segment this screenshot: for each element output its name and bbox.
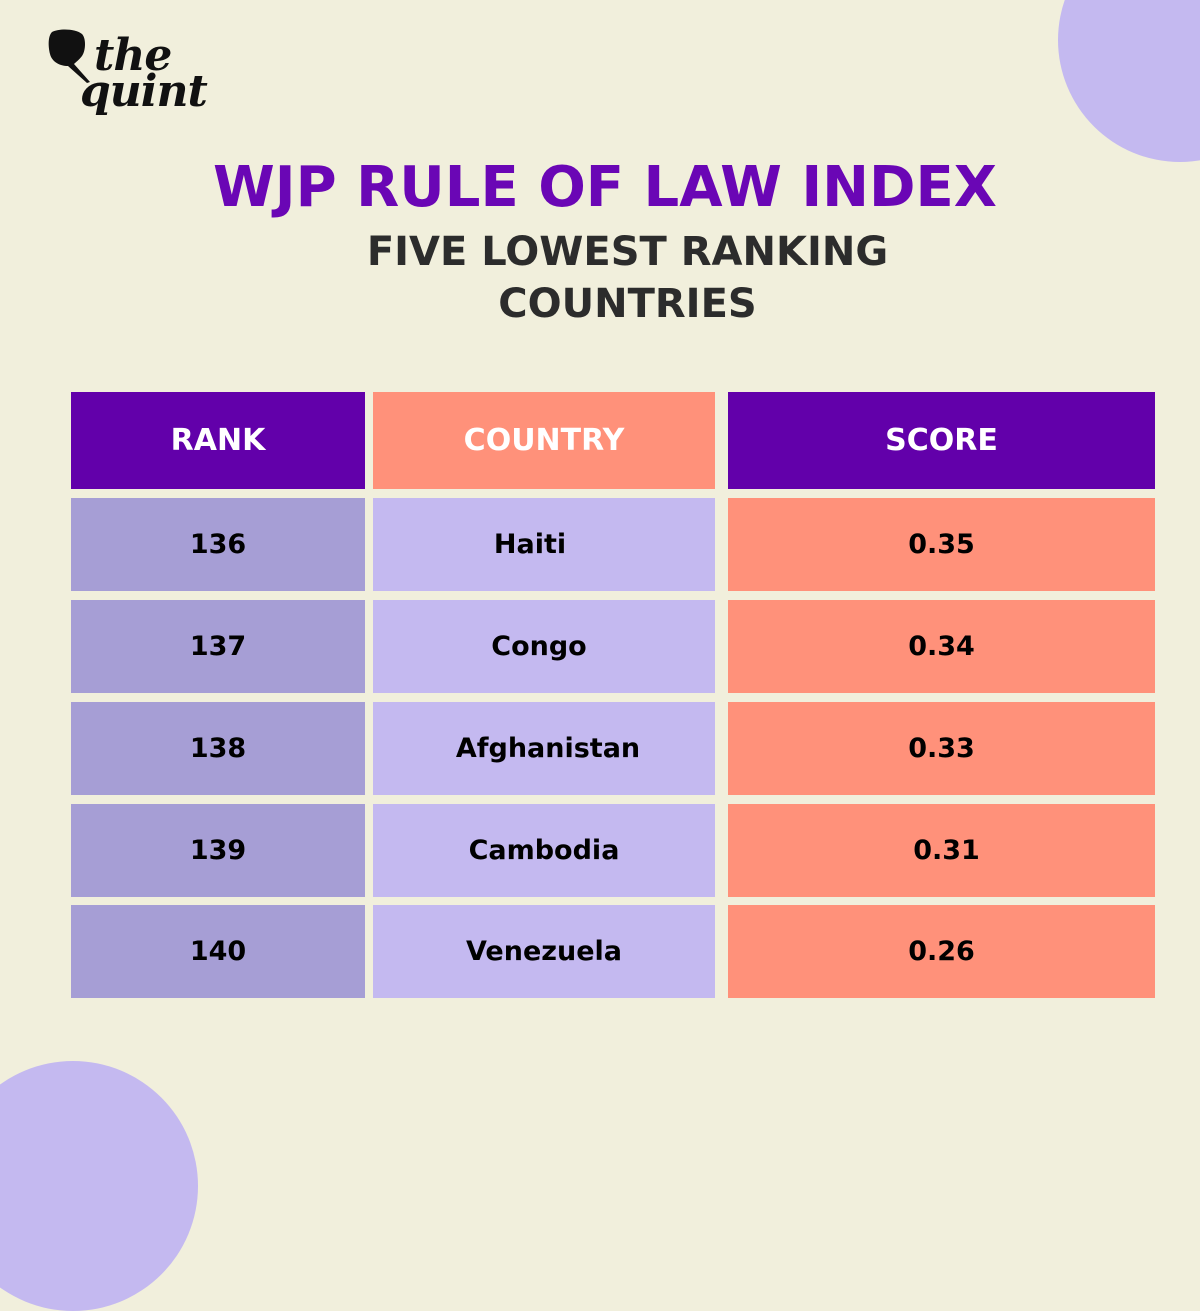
logo-text-the: the <box>94 30 172 81</box>
column-header-rank: RANK <box>71 392 365 489</box>
rank-cell: 136 <box>71 498 365 591</box>
score-cell: 0.31 <box>728 804 1155 897</box>
column-header-country: COUNTRY <box>373 392 715 489</box>
page-title: WJP RULE OF LAW INDEX <box>213 155 997 220</box>
the-quint-logo: the quint <box>46 28 216 123</box>
country-cell: Cambodia <box>373 804 715 897</box>
score-cell: 0.26 <box>728 905 1155 998</box>
speech-bubble-icon <box>48 29 90 83</box>
score-cell: 0.33 <box>728 702 1155 795</box>
rank-cell: 140 <box>71 905 365 998</box>
country-cell: Afghanistan <box>373 702 715 795</box>
rank-cell: 138 <box>71 702 365 795</box>
rank-cell: 137 <box>71 600 365 693</box>
column-header-score: SCORE <box>728 392 1155 489</box>
country-cell: Venezuela <box>373 905 715 998</box>
logo-text-quint: quint <box>80 66 208 117</box>
score-cell: 0.34 <box>728 600 1155 693</box>
page-subtitle: FIVE LOWEST RANKING COUNTRIES <box>366 229 889 327</box>
country-cell: Congo <box>373 600 715 693</box>
rank-cell: 139 <box>71 804 365 897</box>
score-cell: 0.35 <box>728 498 1155 591</box>
decorative-circle-top-right <box>1058 0 1200 162</box>
decorative-circle-bottom-left <box>0 1061 198 1311</box>
country-cell: Haiti <box>373 498 715 591</box>
